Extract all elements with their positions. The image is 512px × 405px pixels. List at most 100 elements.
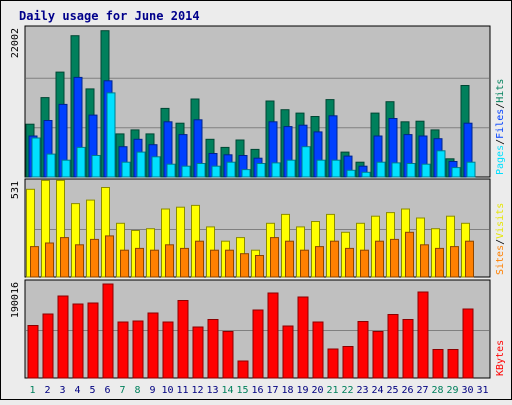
bar-pages-day-24 xyxy=(376,161,386,178)
x-tick-label-day-4: 4 xyxy=(74,385,80,396)
bar-pages-day-12 xyxy=(196,163,206,178)
bar-pages-day-2 xyxy=(46,153,56,178)
legend-visits: Visits xyxy=(495,203,506,239)
bar-pages-day-19 xyxy=(301,146,311,178)
bar-sites-day-2 xyxy=(45,242,54,278)
bar-pages-day-3 xyxy=(61,159,71,178)
bar-sites-day-14 xyxy=(225,249,234,278)
chart-title: Daily usage for June 2014 xyxy=(19,9,200,23)
bar-kbytes-day-28 xyxy=(432,349,444,379)
bar-kbytes-day-29 xyxy=(447,349,459,379)
legend-sites: Sites xyxy=(495,245,506,275)
bar-kbytes-day-18 xyxy=(282,325,294,379)
bar-pages-day-29 xyxy=(451,167,461,178)
bar-kbytes-day-27 xyxy=(417,291,429,379)
panel-hits-ymax-label: 22002 xyxy=(10,28,21,58)
bar-pages-day-10 xyxy=(166,163,176,178)
bar-kbytes-day-20 xyxy=(312,321,324,379)
x-tick-label-day-28: 28 xyxy=(431,385,443,396)
bar-sites-day-8 xyxy=(135,247,144,278)
bar-kbytes-day-7 xyxy=(117,321,129,379)
bar-sites-day-23 xyxy=(360,249,369,278)
bar-kbytes-day-14 xyxy=(222,331,234,379)
bar-kbytes-day-24 xyxy=(372,331,384,379)
bar-pages-day-6 xyxy=(106,92,116,178)
x-tick-label-day-6: 6 xyxy=(104,385,110,396)
bar-sites-day-9 xyxy=(150,249,159,278)
bar-kbytes-day-23 xyxy=(357,321,369,379)
panel-visits: 531 Sites/Visits xyxy=(10,178,506,278)
panel-kbytes: 190016 KBytes xyxy=(10,279,506,379)
bar-sites-day-4 xyxy=(75,244,84,278)
bar-sites-day-5 xyxy=(90,238,99,278)
bar-sites-day-20 xyxy=(315,246,324,278)
bar-sites-day-11 xyxy=(180,247,189,278)
x-tick-label-day-9: 9 xyxy=(149,385,155,396)
bar-kbytes-day-15 xyxy=(237,360,249,379)
bar-pages-day-15 xyxy=(241,169,251,178)
bar-sites-day-22 xyxy=(345,247,354,278)
x-tick-label-day-24: 24 xyxy=(371,385,383,396)
bar-kbytes-day-25 xyxy=(387,314,399,379)
bar-sites-day-18 xyxy=(285,240,294,278)
bar-sites-day-16 xyxy=(255,255,264,278)
bar-pages-day-18 xyxy=(286,159,296,178)
x-tick-label-day-11: 11 xyxy=(176,385,188,396)
bar-kbytes-day-10 xyxy=(162,321,174,379)
bar-kbytes-day-21 xyxy=(327,348,339,379)
bar-pages-day-26 xyxy=(406,163,416,178)
bar-sites-day-25 xyxy=(390,238,399,278)
bar-sites-day-13 xyxy=(210,249,219,278)
bar-sites-day-1 xyxy=(30,246,39,278)
bar-kbytes-day-16 xyxy=(252,309,264,379)
bar-sites-day-19 xyxy=(300,249,309,278)
bar-pages-day-20 xyxy=(316,159,326,178)
x-tick-label-day-21: 21 xyxy=(326,385,338,396)
bar-kbytes-day-9 xyxy=(147,312,159,379)
bar-kbytes-day-6 xyxy=(102,283,114,379)
bar-pages-day-21 xyxy=(331,159,341,178)
x-tick-label-day-31: 31 xyxy=(476,385,488,396)
bar-pages-day-5 xyxy=(91,155,101,178)
x-tick-label-day-17: 17 xyxy=(266,385,278,396)
bar-sites-day-30 xyxy=(465,240,474,278)
bar-pages-day-25 xyxy=(391,162,401,178)
bar-pages-day-22 xyxy=(346,169,356,178)
bar-pages-day-8 xyxy=(136,151,146,178)
bar-kbytes-day-12 xyxy=(192,326,204,379)
bar-sites-day-28 xyxy=(435,247,444,278)
bar-kbytes-day-5 xyxy=(87,302,99,379)
x-tick-label-day-29: 29 xyxy=(446,385,458,396)
x-tick-label-day-12: 12 xyxy=(191,385,203,396)
legend-kbytes: KBytes xyxy=(495,340,506,376)
bar-sites-day-21 xyxy=(330,240,339,278)
bar-kbytes-day-11 xyxy=(177,300,189,379)
x-tick-label-day-1: 1 xyxy=(29,385,35,396)
bar-kbytes-day-26 xyxy=(402,319,414,379)
bar-pages-day-16 xyxy=(256,163,266,178)
bar-kbytes-day-1 xyxy=(27,325,39,379)
bar-sites-day-10 xyxy=(165,244,174,278)
bar-sites-day-12 xyxy=(195,240,204,278)
bar-pages-day-7 xyxy=(121,161,131,178)
x-tick-label-day-3: 3 xyxy=(59,385,65,396)
bar-sites-day-27 xyxy=(420,244,429,278)
bar-sites-day-17 xyxy=(270,237,279,278)
x-tick-label-day-15: 15 xyxy=(236,385,248,396)
panel-hits-legend: Pages/Files/Hits xyxy=(495,79,506,175)
bar-sites-day-6 xyxy=(105,235,114,278)
legend-hits: Hits xyxy=(495,79,506,103)
panel-hits: 22002 Pages/Files/Hits xyxy=(10,25,506,178)
legend-files: Files xyxy=(495,109,506,139)
bar-kbytes-day-4 xyxy=(72,303,84,379)
bar-sites-day-24 xyxy=(375,240,384,278)
x-tick-label-day-8: 8 xyxy=(134,385,140,396)
panel-visits-legend: Sites/Visits xyxy=(495,203,506,275)
bar-kbytes-day-30 xyxy=(462,308,474,379)
bar-kbytes-day-2 xyxy=(42,313,54,379)
x-tick-label-day-5: 5 xyxy=(89,385,95,396)
x-tick-label-day-18: 18 xyxy=(281,385,293,396)
bar-pages-day-13 xyxy=(211,165,221,178)
bar-pages-day-28 xyxy=(436,150,446,178)
